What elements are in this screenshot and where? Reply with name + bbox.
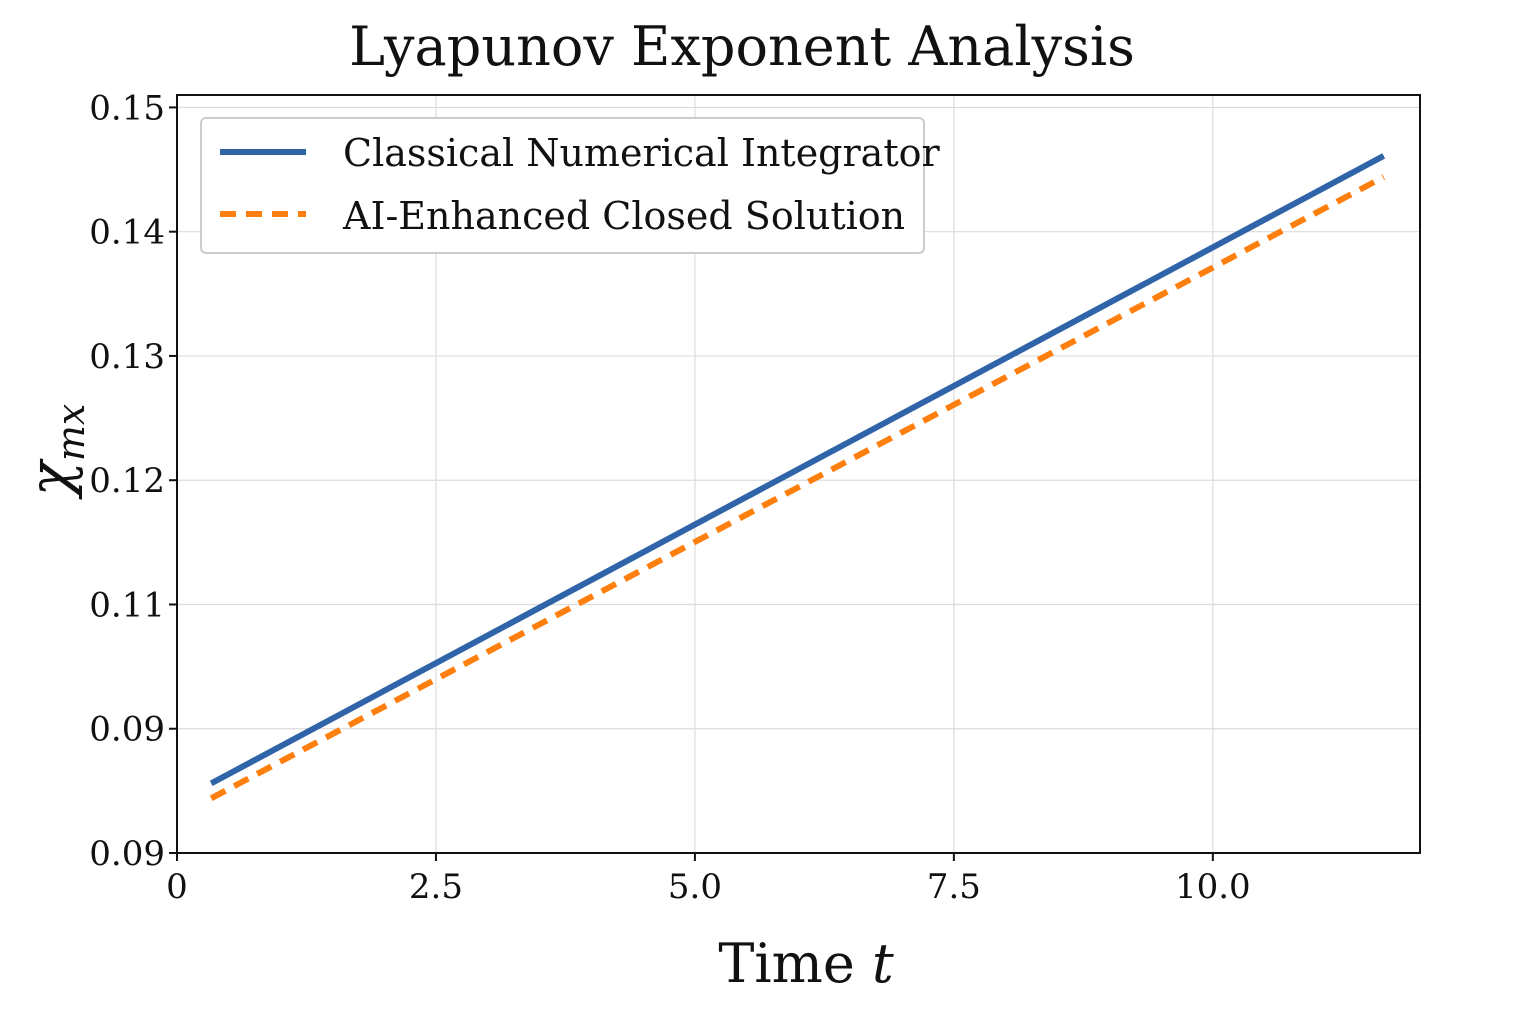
series-line-1	[209, 174, 1386, 801]
legend-label-classical: Classical Numerical Integrator	[343, 131, 940, 175]
x-tick-label: 0	[166, 867, 188, 907]
x-tick-label: 5.0	[668, 867, 722, 907]
legend-box	[200, 117, 925, 254]
y-tick-label: 0.13	[89, 337, 165, 377]
x-axis-ticks: 0 2.5 5.0 7.5 10.0	[166, 853, 1251, 907]
plot-frame	[176, 94, 1421, 854]
legend-label-ai-enhanced: AI-Enhanced Closed Solution	[342, 194, 905, 238]
y-tick-label: 0.09	[89, 834, 165, 874]
series-lines	[209, 153, 1386, 801]
y-tick-label: 0.15	[89, 88, 165, 128]
x-axis-label: Time t	[718, 932, 894, 995]
x-tick-label: 2.5	[409, 867, 463, 907]
chart-title: Lyapunov Exponent Analysis	[349, 15, 1135, 78]
series-line-0	[209, 153, 1386, 787]
y-axis-label: χmx	[16, 404, 93, 501]
legend: Classical Numerical Integrator AI-Enhanc…	[200, 117, 940, 254]
y-axis-ticks: 0.09 0.09 0.11 0.12 0.13 0.14 0.15	[89, 88, 177, 874]
y-tick-label: 0.12	[89, 461, 165, 501]
x-tick-label: 7.5	[927, 867, 981, 907]
y-tick-label: 0.14	[89, 213, 165, 253]
x-tick-label: 10.0	[1175, 867, 1251, 907]
y-tick-label: 0.09	[89, 710, 165, 750]
y-tick-label: 0.11	[89, 585, 165, 625]
